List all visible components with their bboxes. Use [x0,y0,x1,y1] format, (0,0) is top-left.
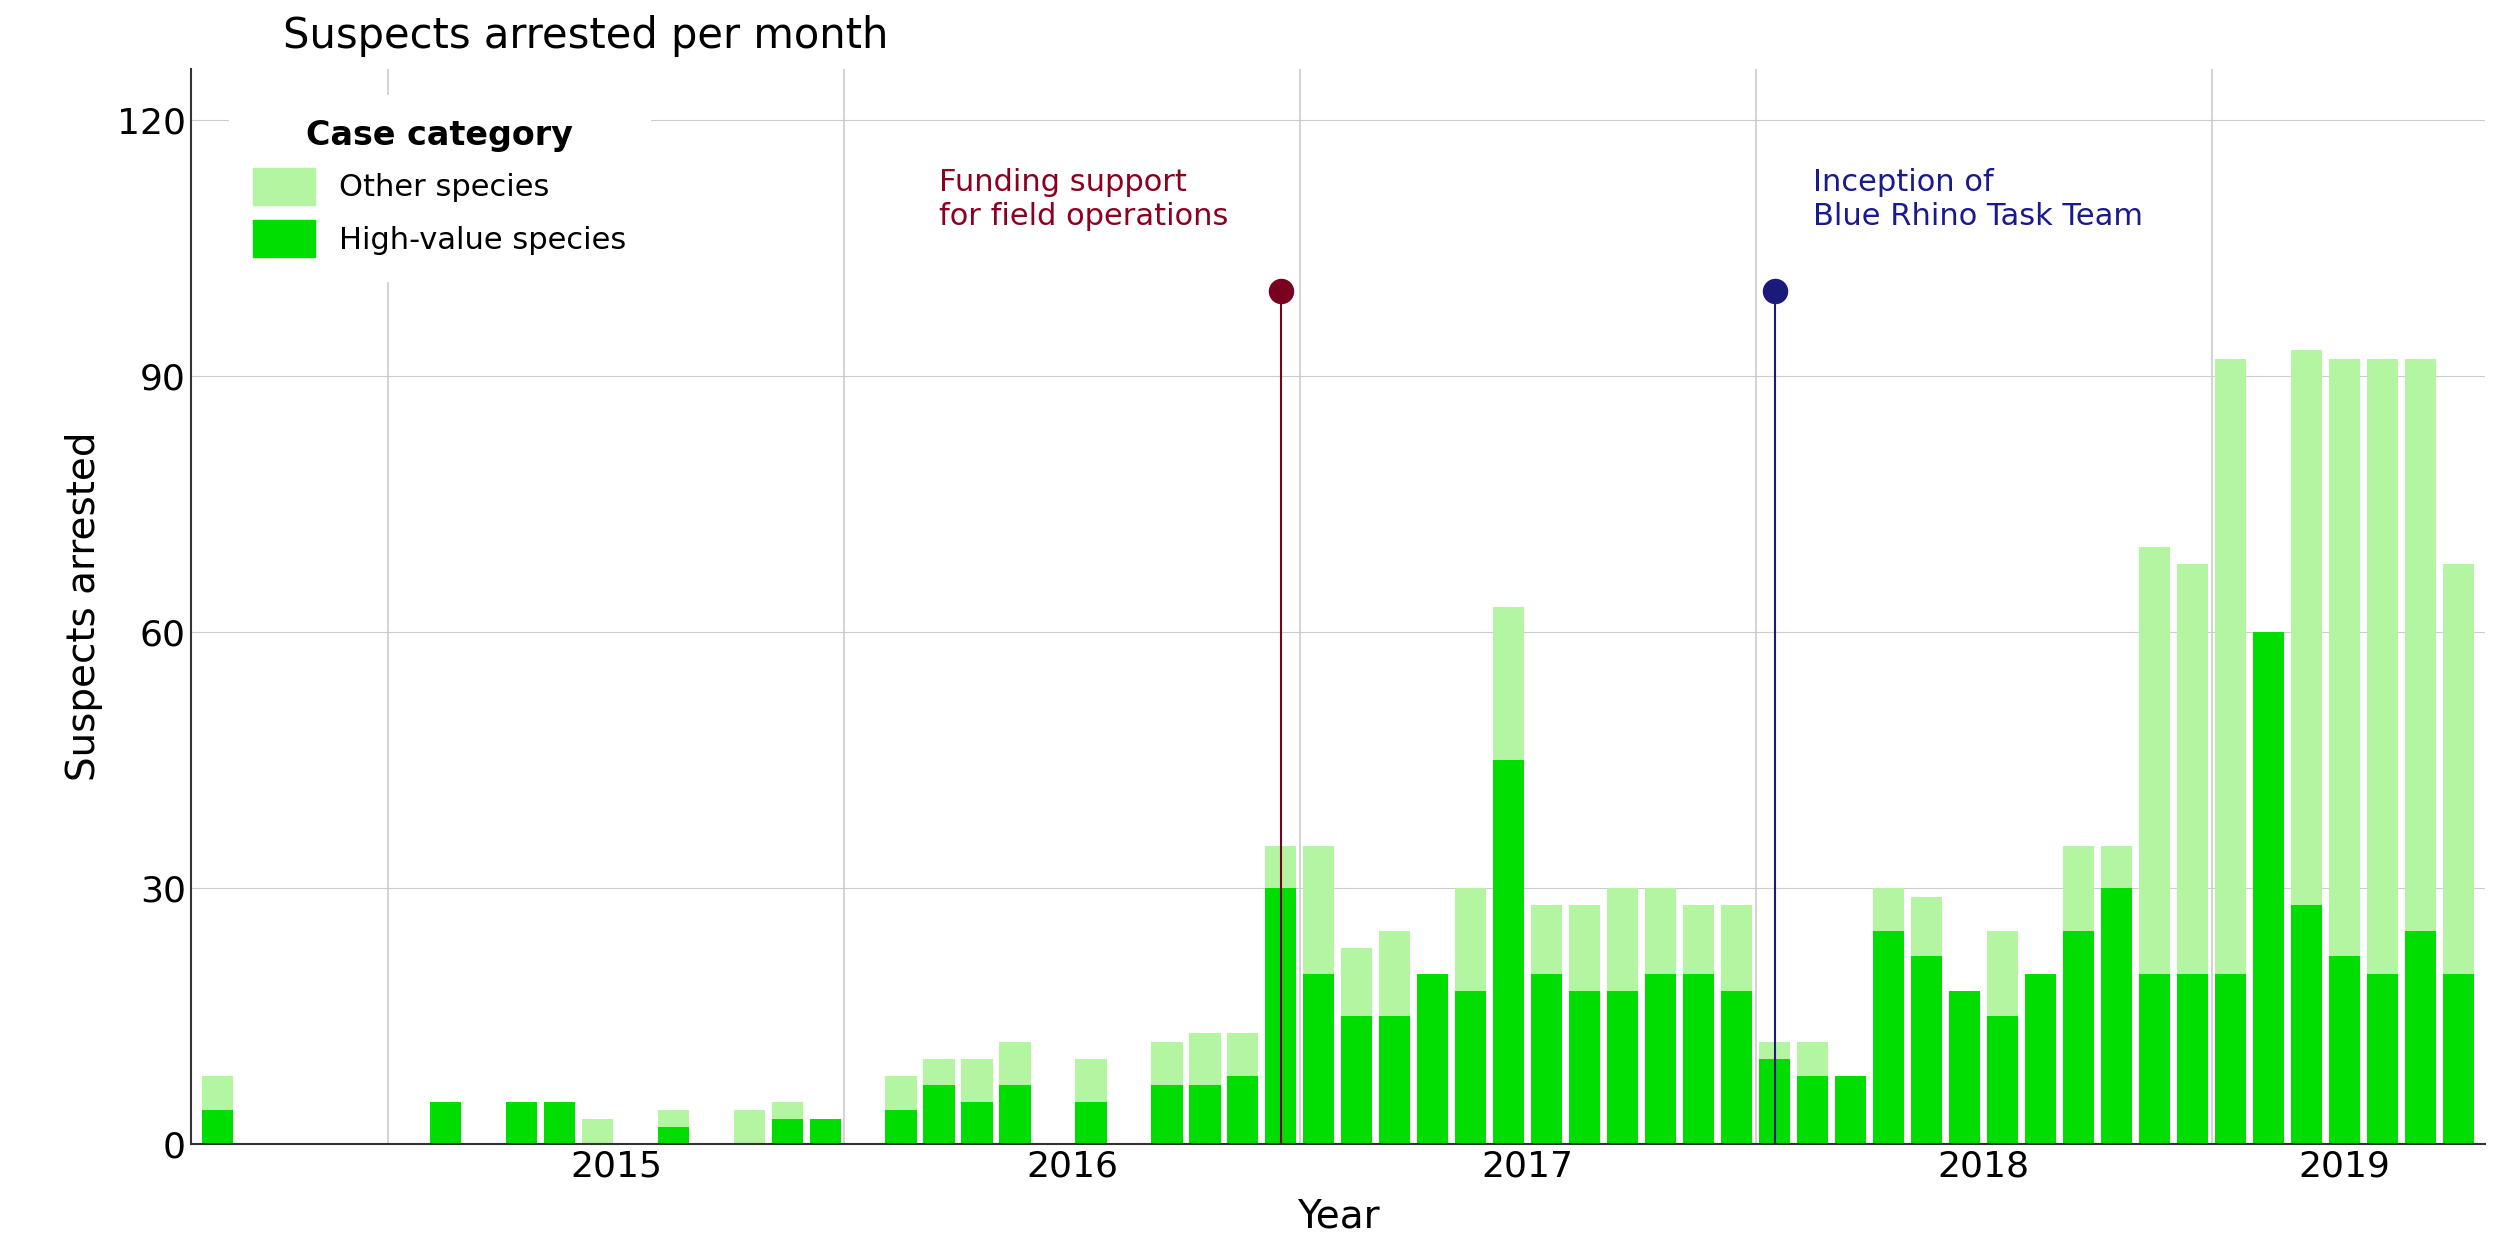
Bar [1380,931,1410,1016]
Bar [922,1085,955,1144]
Bar [1720,990,1752,1144]
Bar [1760,1059,1790,1144]
Point [1260,281,1300,301]
Bar [1152,1041,1182,1085]
Point [1755,281,1795,301]
Bar [1682,905,1715,974]
Bar [2178,564,2208,974]
Y-axis label: Suspects arrested: Suspects arrested [65,431,102,781]
Bar [1835,1076,1865,1144]
Bar [1760,1041,1790,1059]
Bar [1988,931,2018,1016]
Bar [1608,990,1638,1144]
Bar [1645,974,1678,1144]
Bar [505,1101,538,1144]
Bar [732,1110,765,1144]
Bar [1530,905,1562,974]
Bar [2215,359,2245,974]
Bar [2290,350,2322,905]
Bar [772,1119,802,1144]
Bar [1608,889,1638,990]
Bar [2368,974,2398,1144]
Bar [1190,1085,1220,1144]
Bar [885,1110,918,1144]
Bar [2062,931,2095,1144]
Bar [962,1101,992,1144]
Bar [2405,359,2435,931]
Bar [1570,905,1600,990]
Bar [810,1119,840,1144]
Bar [1872,889,1905,931]
Bar [1417,974,1447,1144]
Bar [1342,1016,1372,1144]
Bar [2330,956,2360,1144]
Text: Inception of
Blue Rhino Task Team: Inception of Blue Rhino Task Team [1812,169,2142,231]
Bar [2252,632,2285,1144]
Bar [772,1101,802,1119]
Bar [885,1076,918,1110]
Bar [1265,889,1298,1144]
Text: Funding support
for field operations: Funding support for field operations [940,169,1228,231]
Bar [542,1101,575,1144]
Bar [1302,974,1335,1144]
Bar [1872,931,1905,1144]
Bar [2178,974,2208,1144]
Bar [1720,905,1752,990]
Bar [1570,990,1600,1144]
Bar [202,1110,232,1144]
Legend: Other species, High-value species: Other species, High-value species [230,95,650,281]
Bar [1228,1076,1258,1144]
Bar [2368,359,2398,974]
Bar [1455,990,1488,1144]
Bar [658,1128,688,1144]
Bar [2100,845,2132,889]
Bar [2215,974,2245,1144]
Bar [1530,974,1562,1144]
Bar [202,1076,232,1110]
Bar [2100,889,2132,1144]
Bar [962,1059,992,1101]
Bar [430,1101,460,1144]
Bar [1950,990,1980,1144]
Bar [582,1119,612,1144]
Bar [922,1059,955,1085]
Bar [2290,905,2322,1144]
Bar [1302,845,1335,974]
Bar [658,1110,688,1128]
Bar [1152,1085,1182,1144]
Bar [1190,1034,1220,1085]
Text: Suspects arrested per month: Suspects arrested per month [282,15,888,58]
Bar [1342,948,1372,1016]
Bar [1265,845,1298,889]
Bar [1645,889,1678,974]
Bar [2140,546,2170,974]
Bar [1798,1076,1828,1144]
Bar [1910,956,1942,1144]
Bar [1988,1016,2018,1144]
Bar [1000,1041,1030,1085]
Bar [2442,974,2475,1144]
Bar [2442,564,2475,974]
Bar [1075,1059,1108,1101]
Bar [1075,1101,1108,1144]
X-axis label: Year: Year [1298,1198,1380,1235]
Bar [1380,1016,1410,1144]
Bar [2140,974,2170,1144]
Bar [1492,606,1525,760]
Bar [2062,845,2095,931]
Bar [2330,359,2360,956]
Bar [1798,1041,1828,1076]
Bar [2025,974,2055,1144]
Bar [2405,931,2435,1144]
Bar [1228,1034,1258,1076]
Bar [1455,889,1488,990]
Bar [1682,974,1715,1144]
Bar [1000,1085,1030,1144]
Bar [1492,760,1525,1144]
Bar [1910,896,1942,956]
